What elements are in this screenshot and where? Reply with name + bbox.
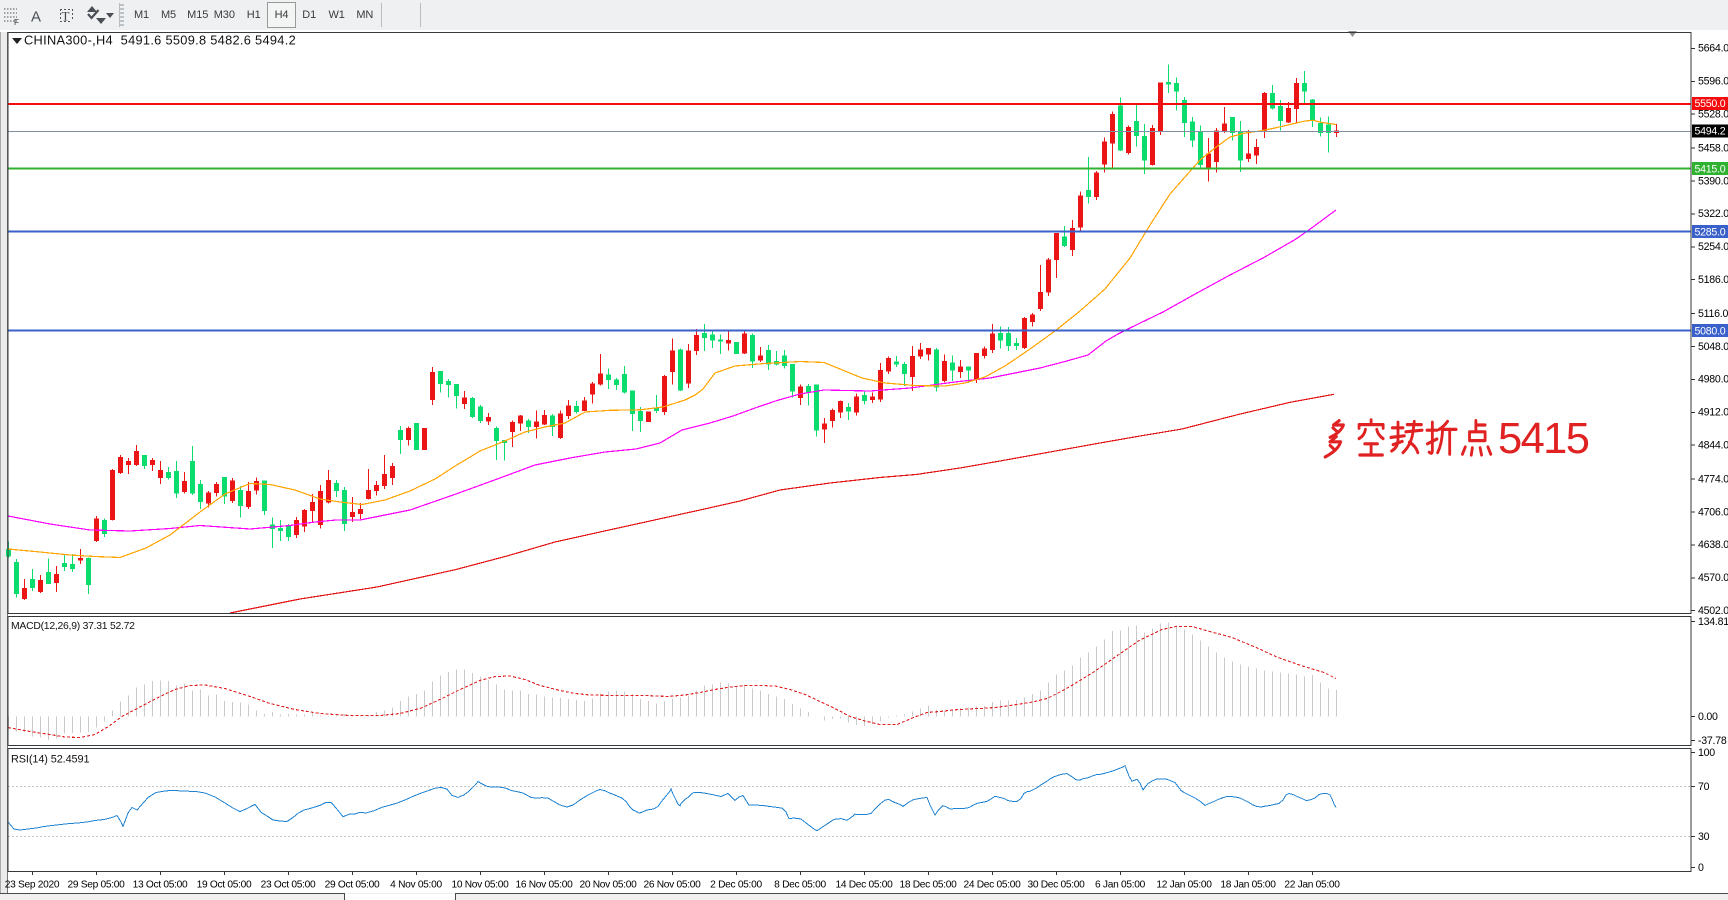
svg-text:T: T bbox=[62, 9, 70, 24]
svg-text:22 Jan 05:00: 22 Jan 05:00 bbox=[1284, 880, 1340, 891]
svg-text:2 Dec 05:00: 2 Dec 05:00 bbox=[710, 880, 762, 891]
svg-text:0: 0 bbox=[1698, 862, 1704, 874]
svg-text:4638.0: 4638.0 bbox=[1698, 539, 1728, 551]
svg-text:5285.0: 5285.0 bbox=[1695, 226, 1726, 238]
svg-text:5254.0: 5254.0 bbox=[1698, 241, 1728, 253]
svg-text:4706.0: 4706.0 bbox=[1698, 506, 1728, 518]
svg-text:8 Dec 05:00: 8 Dec 05:00 bbox=[774, 880, 826, 891]
svg-text:29 Sep 05:00: 29 Sep 05:00 bbox=[67, 880, 125, 891]
svg-text:13 Oct 05:00: 13 Oct 05:00 bbox=[133, 880, 188, 891]
svg-text:MACD(12,26,9) 37.31 52.72: MACD(12,26,9) 37.31 52.72 bbox=[11, 621, 135, 632]
svg-text:23 Sep 2020: 23 Sep 2020 bbox=[5, 880, 60, 891]
svg-text:4 Nov 05:00: 4 Nov 05:00 bbox=[390, 880, 442, 891]
svg-text:23 Oct 05:00: 23 Oct 05:00 bbox=[261, 880, 316, 891]
svg-text:134.81: 134.81 bbox=[1698, 616, 1728, 628]
svg-text:5415: 5415 bbox=[1498, 415, 1589, 463]
svg-text:24 Dec 05:00: 24 Dec 05:00 bbox=[963, 880, 1021, 891]
svg-text:5550.0: 5550.0 bbox=[1695, 98, 1726, 110]
svg-text:4912.0: 4912.0 bbox=[1698, 407, 1728, 419]
svg-text:18 Jan 05:00: 18 Jan 05:00 bbox=[1220, 880, 1276, 891]
svg-text:29 Oct 05:00: 29 Oct 05:00 bbox=[325, 880, 380, 891]
svg-text:5390.0: 5390.0 bbox=[1698, 175, 1728, 187]
svg-text:5186.0: 5186.0 bbox=[1698, 274, 1728, 286]
svg-text:10 Nov 05:00: 10 Nov 05:00 bbox=[451, 880, 509, 891]
svg-text:30 Dec 05:00: 30 Dec 05:00 bbox=[1027, 880, 1085, 891]
svg-text:-37.78: -37.78 bbox=[1698, 735, 1727, 747]
svg-text:30: 30 bbox=[1698, 831, 1710, 843]
svg-text:5494.2: 5494.2 bbox=[1695, 126, 1726, 138]
svg-text:12 Jan 05:00: 12 Jan 05:00 bbox=[1156, 880, 1212, 891]
svg-text:5080.0: 5080.0 bbox=[1695, 325, 1726, 337]
svg-text:4570.0: 4570.0 bbox=[1698, 572, 1728, 584]
svg-text:F: F bbox=[14, 18, 19, 27]
svg-text:4844.0: 4844.0 bbox=[1698, 439, 1728, 451]
svg-text:18 Dec 05:00: 18 Dec 05:00 bbox=[899, 880, 957, 891]
svg-text:19 Oct 05:00: 19 Oct 05:00 bbox=[197, 880, 252, 891]
svg-text:5528.0: 5528.0 bbox=[1698, 109, 1728, 121]
svg-text:16 Nov 05:00: 16 Nov 05:00 bbox=[515, 880, 573, 891]
svg-text:5415.0: 5415.0 bbox=[1695, 163, 1726, 175]
svg-text:14 Dec 05:00: 14 Dec 05:00 bbox=[835, 880, 893, 891]
svg-text:5048.0: 5048.0 bbox=[1698, 341, 1728, 353]
svg-text:CHINA300-,H4 5491.6 5509.8 54: CHINA300-,H4 5491.6 5509.8 5482.6 5494.2 bbox=[24, 33, 296, 48]
svg-text:4502.0: 4502.0 bbox=[1698, 605, 1728, 617]
svg-text:100: 100 bbox=[1698, 747, 1715, 759]
svg-text:4980.0: 4980.0 bbox=[1698, 374, 1728, 386]
svg-text:A: A bbox=[31, 9, 41, 26]
svg-text:5664.0: 5664.0 bbox=[1698, 43, 1728, 55]
svg-text:0.00: 0.00 bbox=[1698, 711, 1718, 723]
svg-text:5322.0: 5322.0 bbox=[1698, 208, 1728, 220]
svg-text:20 Nov 05:00: 20 Nov 05:00 bbox=[579, 880, 637, 891]
svg-text:5596.0: 5596.0 bbox=[1698, 76, 1728, 88]
svg-text:5116.0: 5116.0 bbox=[1698, 308, 1728, 320]
svg-text:6 Jan 05:00: 6 Jan 05:00 bbox=[1095, 880, 1146, 891]
svg-text:26 Nov 05:00: 26 Nov 05:00 bbox=[643, 880, 701, 891]
svg-text:5458.0: 5458.0 bbox=[1698, 142, 1728, 154]
svg-text:4774.0: 4774.0 bbox=[1698, 473, 1728, 485]
svg-text:70: 70 bbox=[1698, 781, 1710, 793]
svg-text:RSI(14) 52.4591: RSI(14) 52.4591 bbox=[11, 753, 89, 765]
